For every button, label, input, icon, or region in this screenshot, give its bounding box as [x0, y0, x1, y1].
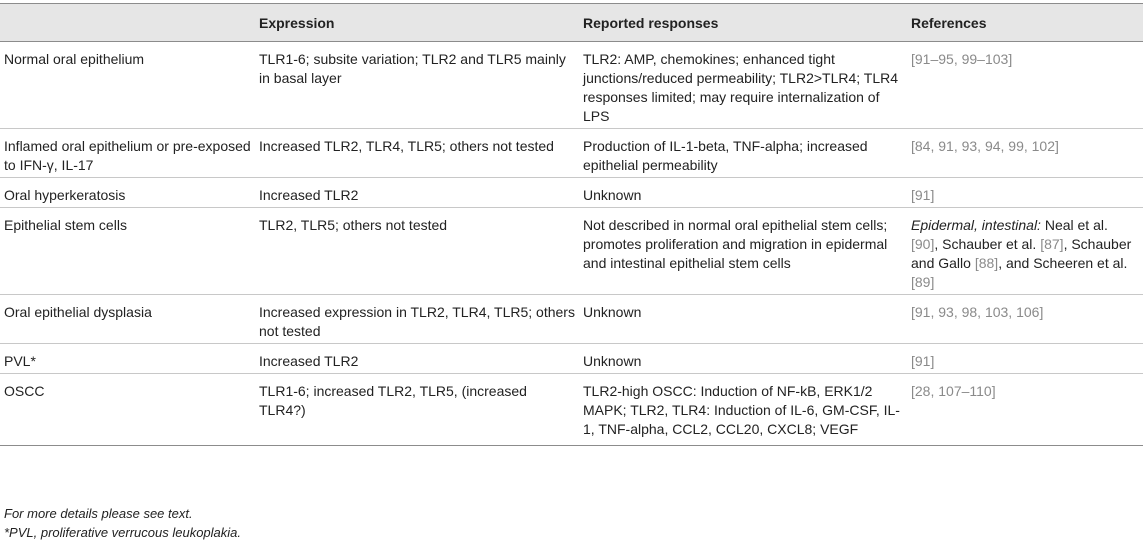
- table-row: PVL* Increased TLR2 Unknown [91]: [0, 343, 1143, 374]
- references-text: , and Scheeren et al.: [998, 255, 1128, 271]
- table-row: Oral epithelial dysplasia Increased expr…: [0, 294, 1143, 344]
- reference-link[interactable]: [89]: [911, 274, 935, 290]
- condition-cell: Normal oral epithelium: [0, 41, 255, 129]
- reference-link[interactable]: [88]: [974, 255, 999, 271]
- condition-cell: Inflamed oral epithelium or pre-exposed …: [0, 128, 255, 178]
- table-row: Epithelial stem cells TLR2, TLR5; others…: [0, 207, 1143, 295]
- footnote-pvl: *PVL, proliferative verrucous leukoplaki…: [4, 525, 242, 540]
- references-cell: Epidermal, intestinal: Neal et al. [90],…: [907, 207, 1143, 295]
- expression-cell: TLR1-6; increased TLR2, TLR5, (increased…: [255, 373, 579, 446]
- references-cell: [28, 107–110]: [907, 373, 1143, 446]
- references-text: , Schauber et al.: [934, 236, 1041, 252]
- condition-cell: Epithelial stem cells: [0, 207, 255, 295]
- responses-cell: Production of IL-1-beta, TNF-alpha; incr…: [579, 128, 907, 178]
- condition-cell: Oral epithelial dysplasia: [0, 294, 255, 344]
- references-cell: [91–95, 99–103]: [907, 41, 1143, 129]
- expression-cell: Increased TLR2: [255, 343, 579, 374]
- responses-cell: TLR2-high OSCC: Induction of NF-kB, ERK1…: [579, 373, 907, 446]
- references-prefix: Epidermal, intestinal:: [911, 217, 1041, 233]
- condition-cell: OSCC: [0, 373, 255, 446]
- header-responses: Reported responses: [579, 3, 907, 42]
- condition-cell: Oral hyperkeratosis: [0, 177, 255, 208]
- header-condition: [0, 3, 255, 42]
- references-cell: [91, 93, 98, 103, 106]: [907, 294, 1143, 344]
- table-row: Inflamed oral epithelium or pre-exposed …: [0, 128, 1143, 178]
- header-references: References: [907, 3, 1143, 42]
- table-footnotes: For more details please see text. *PVL, …: [4, 504, 241, 542]
- references-cell: [91]: [907, 177, 1143, 208]
- expression-cell: Increased expression in TLR2, TLR4, TLR5…: [255, 294, 579, 344]
- expression-cell: Increased TLR2: [255, 177, 579, 208]
- footnote-see-text: For more details please see text.: [4, 506, 193, 521]
- reference-link[interactable]: [90]: [911, 236, 935, 252]
- references-cell: [91]: [907, 343, 1143, 374]
- responses-cell: Not described in normal oral epithelial …: [579, 207, 907, 295]
- references-text: Neal et al.: [1040, 217, 1108, 233]
- expression-cell: Increased TLR2, TLR4, TLR5; others not t…: [255, 128, 579, 178]
- tlr-expression-table: Expression Reported responses References…: [0, 3, 1143, 446]
- condition-cell: PVL*: [0, 343, 255, 374]
- reference-link[interactable]: [87]: [1040, 236, 1064, 252]
- responses-cell: Unknown: [579, 294, 907, 344]
- expression-cell: TLR2, TLR5; others not tested: [255, 207, 579, 295]
- responses-cell: Unknown: [579, 343, 907, 374]
- header-expression: Expression: [255, 3, 579, 42]
- table-row: Oral hyperkeratosis Increased TLR2 Unkno…: [0, 177, 1143, 208]
- expression-cell: TLR1-6; subsite variation; TLR2 and TLR5…: [255, 41, 579, 129]
- responses-cell: Unknown: [579, 177, 907, 208]
- table-row: Normal oral epithelium TLR1-6; subsite v…: [0, 41, 1143, 129]
- references-cell: [84, 91, 93, 94, 99, 102]: [907, 128, 1143, 178]
- references-text: , Schauber and Gallo: [911, 236, 1132, 271]
- table-body: Normal oral epithelium TLR1-6; subsite v…: [0, 41, 1143, 446]
- responses-cell: TLR2: AMP, chemokines; enhanced tight ju…: [579, 41, 907, 129]
- header-row: Expression Reported responses References: [0, 3, 1143, 42]
- table-row: OSCC TLR1-6; increased TLR2, TLR5, (incr…: [0, 373, 1143, 446]
- table-header: Expression Reported responses References: [0, 3, 1143, 42]
